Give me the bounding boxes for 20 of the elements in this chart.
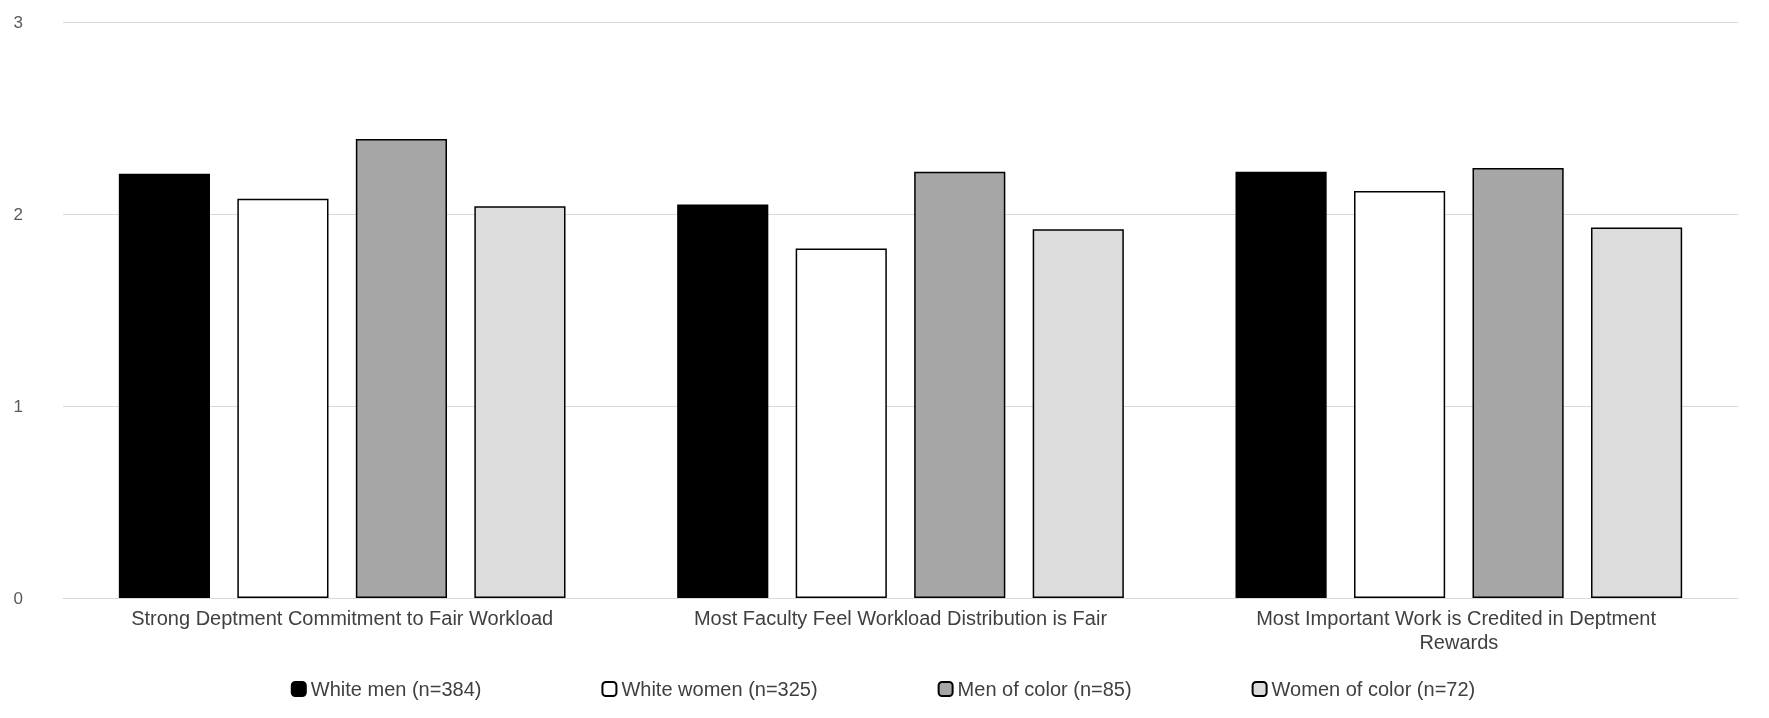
bar: [237, 198, 329, 598]
legend-label: White men (n=384): [310, 678, 482, 700]
legend-label: Women of color (n=72): [1271, 678, 1476, 700]
bar: [914, 171, 1006, 598]
y-tick-label: 0: [13, 588, 23, 608]
bar: [1235, 171, 1327, 598]
legend-label: Men of color (n=85): [957, 678, 1132, 700]
bar: [355, 139, 447, 598]
y-tick-label: 1: [13, 396, 23, 416]
x-tick-label: Most Faculty Feel Workload Distribution is Fair: [693, 607, 1108, 629]
bar: [1354, 190, 1446, 598]
bar: [795, 248, 887, 598]
legend-label: White women (n=325): [621, 678, 818, 700]
x-tick-label: Most Important Work is Credited in Deptment Rewards: [1256, 607, 1662, 653]
bar: [1472, 167, 1564, 598]
x-tick-label: Strong Deptment Commitment to Fair Workload: [131, 607, 554, 629]
y-tick-label: 2: [13, 204, 23, 224]
bar: [677, 204, 769, 598]
y-tick-label: 3: [13, 12, 23, 32]
bar: [118, 173, 210, 598]
